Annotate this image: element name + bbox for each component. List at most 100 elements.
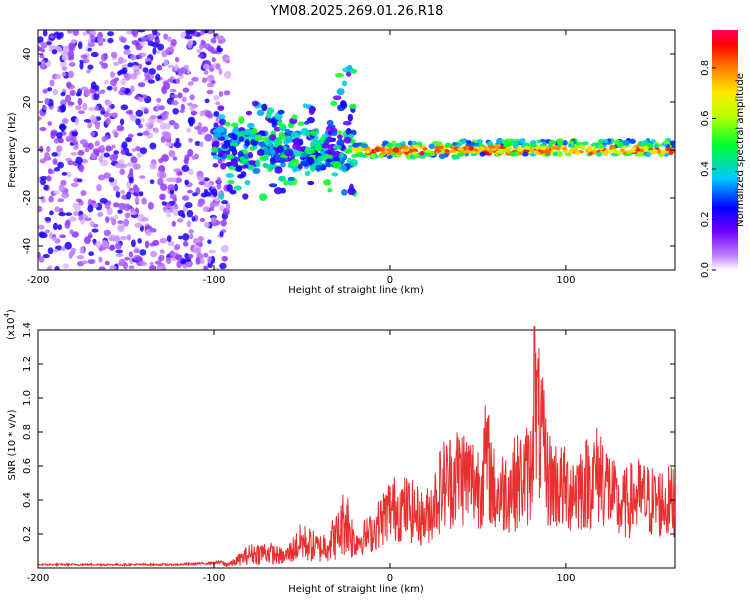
- spectrogram-cell: [326, 119, 334, 126]
- spectrogram-cell: [70, 182, 79, 188]
- spectrogram-cell: [340, 100, 347, 108]
- spectrogram-cell: [49, 210, 54, 216]
- spectrogram-cell: [100, 144, 105, 149]
- spectrogram-cell: [67, 30, 73, 34]
- colorbar-tick-label: 0.6: [700, 110, 711, 126]
- spectrogram-cell: [219, 262, 227, 270]
- colorbar-tick-label: 0.4: [700, 161, 711, 177]
- spectrogram-cell: [428, 143, 435, 149]
- spectrogram-cell: [552, 151, 559, 157]
- spectrogram-cell: [304, 120, 310, 125]
- spectrogram-cell: [203, 189, 209, 194]
- spectrogram-cell: [166, 212, 171, 218]
- spectrogram-cell: [230, 122, 239, 128]
- spectrogram-cell: [137, 30, 146, 33]
- spectrogram-cell: [45, 153, 50, 160]
- spectrogram-cell: [105, 117, 111, 125]
- spectrogram-cell: [39, 175, 48, 181]
- snr-xtick-label: 0: [387, 573, 393, 584]
- spectrogram-cell: [562, 149, 568, 154]
- spectrogram-cell: [216, 45, 221, 53]
- spectrogram-cell: [477, 146, 485, 152]
- spectrogram-cell: [114, 242, 123, 250]
- spectrogram-cell: [99, 61, 104, 66]
- spectrogram-cell: [342, 120, 352, 126]
- spectrogram-cell: [134, 222, 143, 228]
- spectrogram-cell: [106, 207, 113, 215]
- spectrogram-cell: [112, 185, 120, 192]
- spectrogram-cell: [170, 94, 179, 99]
- spectrogram-cell: [131, 40, 140, 46]
- spectrogram-cell: [277, 109, 285, 115]
- spectrogram-cell: [434, 149, 442, 153]
- spectrogram-cell: [261, 103, 268, 112]
- spectrogram-cell: [539, 146, 547, 151]
- spectrogram-cell: [212, 163, 219, 168]
- spectrogram-cell: [147, 79, 155, 84]
- spectrogram-cell: [87, 204, 94, 213]
- spectrogram-cell: [51, 49, 58, 55]
- spectrogram-cell: [47, 121, 53, 126]
- spectrogram-cell: [87, 42, 96, 48]
- spectrogram-cell: [115, 253, 124, 258]
- spectrogram-cell: [68, 216, 77, 222]
- spectrogram-cell: [113, 77, 120, 82]
- spectrogram-cell: [106, 85, 113, 91]
- spectrogram-cell: [52, 89, 59, 96]
- spectrogram-ytick-label: 0: [22, 147, 33, 153]
- spectrogram-cell: [175, 137, 180, 144]
- spectrogram-cell: [172, 108, 179, 115]
- spectrogram-cell: [101, 136, 107, 143]
- spectrogram-cell: [39, 41, 48, 46]
- spectrogram-cell: [39, 232, 48, 239]
- colorbar-tick-label: 0.0: [700, 262, 711, 278]
- spectrogram-cell: [215, 127, 225, 133]
- spectrogram-cell: [130, 115, 138, 122]
- spectrogram-cell: [645, 152, 651, 158]
- spectrogram-cell: [126, 191, 132, 200]
- spectrogram-cell: [46, 59, 52, 68]
- spectrogram-cell: [188, 119, 194, 127]
- spectrogram-cell: [238, 136, 245, 142]
- spectrogram-cell: [172, 156, 178, 161]
- spectrogram-cell: [96, 184, 102, 192]
- spectrogram-cell: [110, 51, 118, 58]
- spectrogram-cell: [557, 152, 563, 158]
- spectrogram-cell: [533, 150, 539, 155]
- spectrogram-cell: [332, 95, 342, 101]
- spectrogram-cell: [186, 189, 194, 194]
- spectrogram-cell: [135, 109, 144, 117]
- spectrogram-cell: [61, 171, 68, 176]
- spectrogram-cell: [167, 78, 174, 83]
- spectrogram-cell: [449, 149, 456, 154]
- spectrogram-cell: [218, 113, 226, 120]
- spectrogram-cell: [116, 125, 125, 132]
- spectrogram-cell: [412, 144, 420, 149]
- spectrogram-cell: [154, 127, 159, 134]
- spectrogram-cell: [89, 221, 95, 227]
- spectrogram-cell: [83, 119, 92, 123]
- spectrogram-cell: [130, 156, 138, 164]
- spectrogram-cell: [75, 105, 82, 111]
- spectrogram-xlabel: Height of straight line (km): [288, 285, 424, 296]
- svg-text:(x104): (x104): [3, 309, 17, 340]
- spectrogram-cell: [60, 246, 67, 252]
- spectrogram-cell: [79, 62, 84, 70]
- spectrogram-cell: [186, 220, 192, 228]
- spectrogram-cell: [650, 149, 658, 155]
- spectrogram-cell: [613, 139, 621, 145]
- spectrogram-cell: [122, 58, 127, 64]
- colorbar-tick-label: 0.2: [700, 212, 711, 228]
- spectrogram-cell: [379, 154, 384, 159]
- spectrogram-cell: [276, 120, 282, 126]
- spectrogram-cell: [103, 152, 110, 158]
- spectrogram-cell: [115, 249, 123, 254]
- spectrogram-cell: [386, 142, 394, 148]
- spectrogram-xtick-label: -100: [203, 275, 226, 286]
- spectrogram-cell: [86, 69, 91, 74]
- spectrogram-cell: [392, 147, 400, 153]
- spectrogram-cell: [213, 122, 219, 127]
- spectrogram-cell: [66, 81, 72, 89]
- spectrogram-cell: [193, 239, 202, 244]
- spectrogram-cell: [130, 73, 138, 80]
